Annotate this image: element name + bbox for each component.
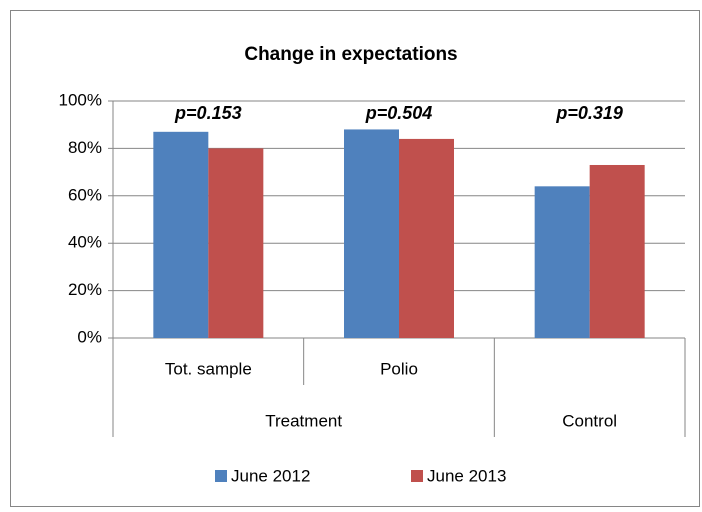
legend-label: June 2012 bbox=[231, 466, 310, 485]
bar bbox=[344, 129, 399, 338]
chart-title: Change in expectations bbox=[244, 44, 457, 65]
legend-swatch bbox=[411, 470, 423, 482]
y-tick-label: 100% bbox=[59, 90, 102, 109]
bar bbox=[399, 138, 454, 338]
y-tick-label: 20% bbox=[68, 280, 102, 299]
legend-label: June 2013 bbox=[427, 466, 506, 485]
bar bbox=[153, 131, 209, 338]
y-tick-label: 40% bbox=[68, 233, 102, 252]
group-label: Control bbox=[562, 411, 617, 430]
bar bbox=[589, 164, 645, 338]
annotation: p=0.319 bbox=[555, 103, 623, 123]
x-tick-label: Tot. sample bbox=[165, 359, 252, 378]
group-label: Treatment bbox=[265, 411, 342, 430]
y-tick-label: 0% bbox=[77, 327, 102, 346]
bar bbox=[208, 148, 264, 338]
annotation: p=0.153 bbox=[174, 103, 242, 123]
bar bbox=[534, 186, 590, 338]
y-tick-label: 60% bbox=[68, 185, 102, 204]
x-tick-label: Polio bbox=[380, 359, 418, 378]
y-tick-label: 80% bbox=[68, 138, 102, 157]
legend-swatch bbox=[215, 470, 227, 482]
annotation: p=0.504 bbox=[365, 103, 433, 123]
